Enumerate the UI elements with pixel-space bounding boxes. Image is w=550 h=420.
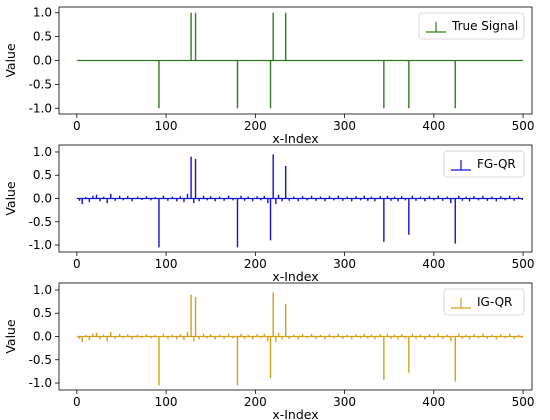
series-true-signal: [76, 12, 524, 109]
legend-label: IG-QR: [477, 295, 512, 309]
x-tick-label: 0: [73, 395, 81, 409]
x-tick-label: 0: [73, 257, 81, 271]
y-tick-label: -0.5: [29, 353, 52, 367]
x-tick-label: 200: [244, 257, 267, 271]
x-tick-label: 500: [512, 257, 535, 271]
y-tick-label: 0.5: [33, 168, 52, 182]
y-tick-label: -0.5: [29, 77, 52, 91]
x-tick-label: 100: [155, 257, 178, 271]
subplot-1: 0 100 200 300 400 500 -1.0 -0.5 0.0 0.5 1.0 x-Index…: [3, 6, 535, 146]
x-tick-label: 500: [512, 395, 535, 409]
x-axis-label: x-Index: [272, 407, 318, 420]
x-axis-label: x-Index: [272, 131, 318, 146]
y-tick-label: 0.0: [33, 330, 52, 344]
legend-label: FG-QR: [477, 157, 516, 171]
subplot-2: 0 100 200 300 400 500 -1.0 -0.5 0.0 0.5 1.0 x-Index…: [3, 144, 535, 284]
y-tick-label: 1.0: [33, 145, 52, 159]
x-axis-label: x-Index: [272, 269, 318, 284]
y-tick-label: -1.0: [29, 238, 52, 252]
x-tick-label: 300: [333, 119, 356, 133]
subplot-3: 0 100 200 300 400 500 -1.0 -0.5 0.0 0.5 1.0 x-Index…: [3, 282, 535, 420]
x-tick-label: 100: [155, 119, 178, 133]
series-ig-qr: [76, 292, 524, 386]
series-fg-qr: [76, 154, 524, 248]
y-tick-label: -0.5: [29, 215, 52, 229]
y-axis-label: Value: [3, 181, 18, 216]
y-tick-label: 0.0: [33, 192, 52, 206]
x-tick-label: 300: [333, 257, 356, 271]
x-tick-label: 100: [155, 395, 178, 409]
x-tick-label: 300: [333, 395, 356, 409]
x-tick-label: 500: [512, 119, 535, 133]
x-tick-label: 0: [73, 119, 81, 133]
y-tick-label: 1.0: [33, 283, 52, 297]
x-tick-label: 400: [422, 395, 445, 409]
x-tick-label: 400: [422, 257, 445, 271]
y-tick-label: 0.0: [33, 54, 52, 68]
x-tick-label: 200: [244, 395, 267, 409]
legend-label: True Signal: [451, 19, 518, 33]
x-tick-label: 200: [244, 119, 267, 133]
y-axis-label: Value: [3, 319, 18, 354]
y-tick-label: 0.5: [33, 30, 52, 44]
x-tick-label: 400: [422, 119, 445, 133]
y-axis-label: Value: [3, 43, 18, 78]
y-tick-label: -1.0: [29, 101, 52, 115]
y-tick-label: -1.0: [29, 376, 52, 390]
y-tick-label: 0.5: [33, 306, 52, 320]
y-tick-label: 1.0: [33, 6, 52, 20]
